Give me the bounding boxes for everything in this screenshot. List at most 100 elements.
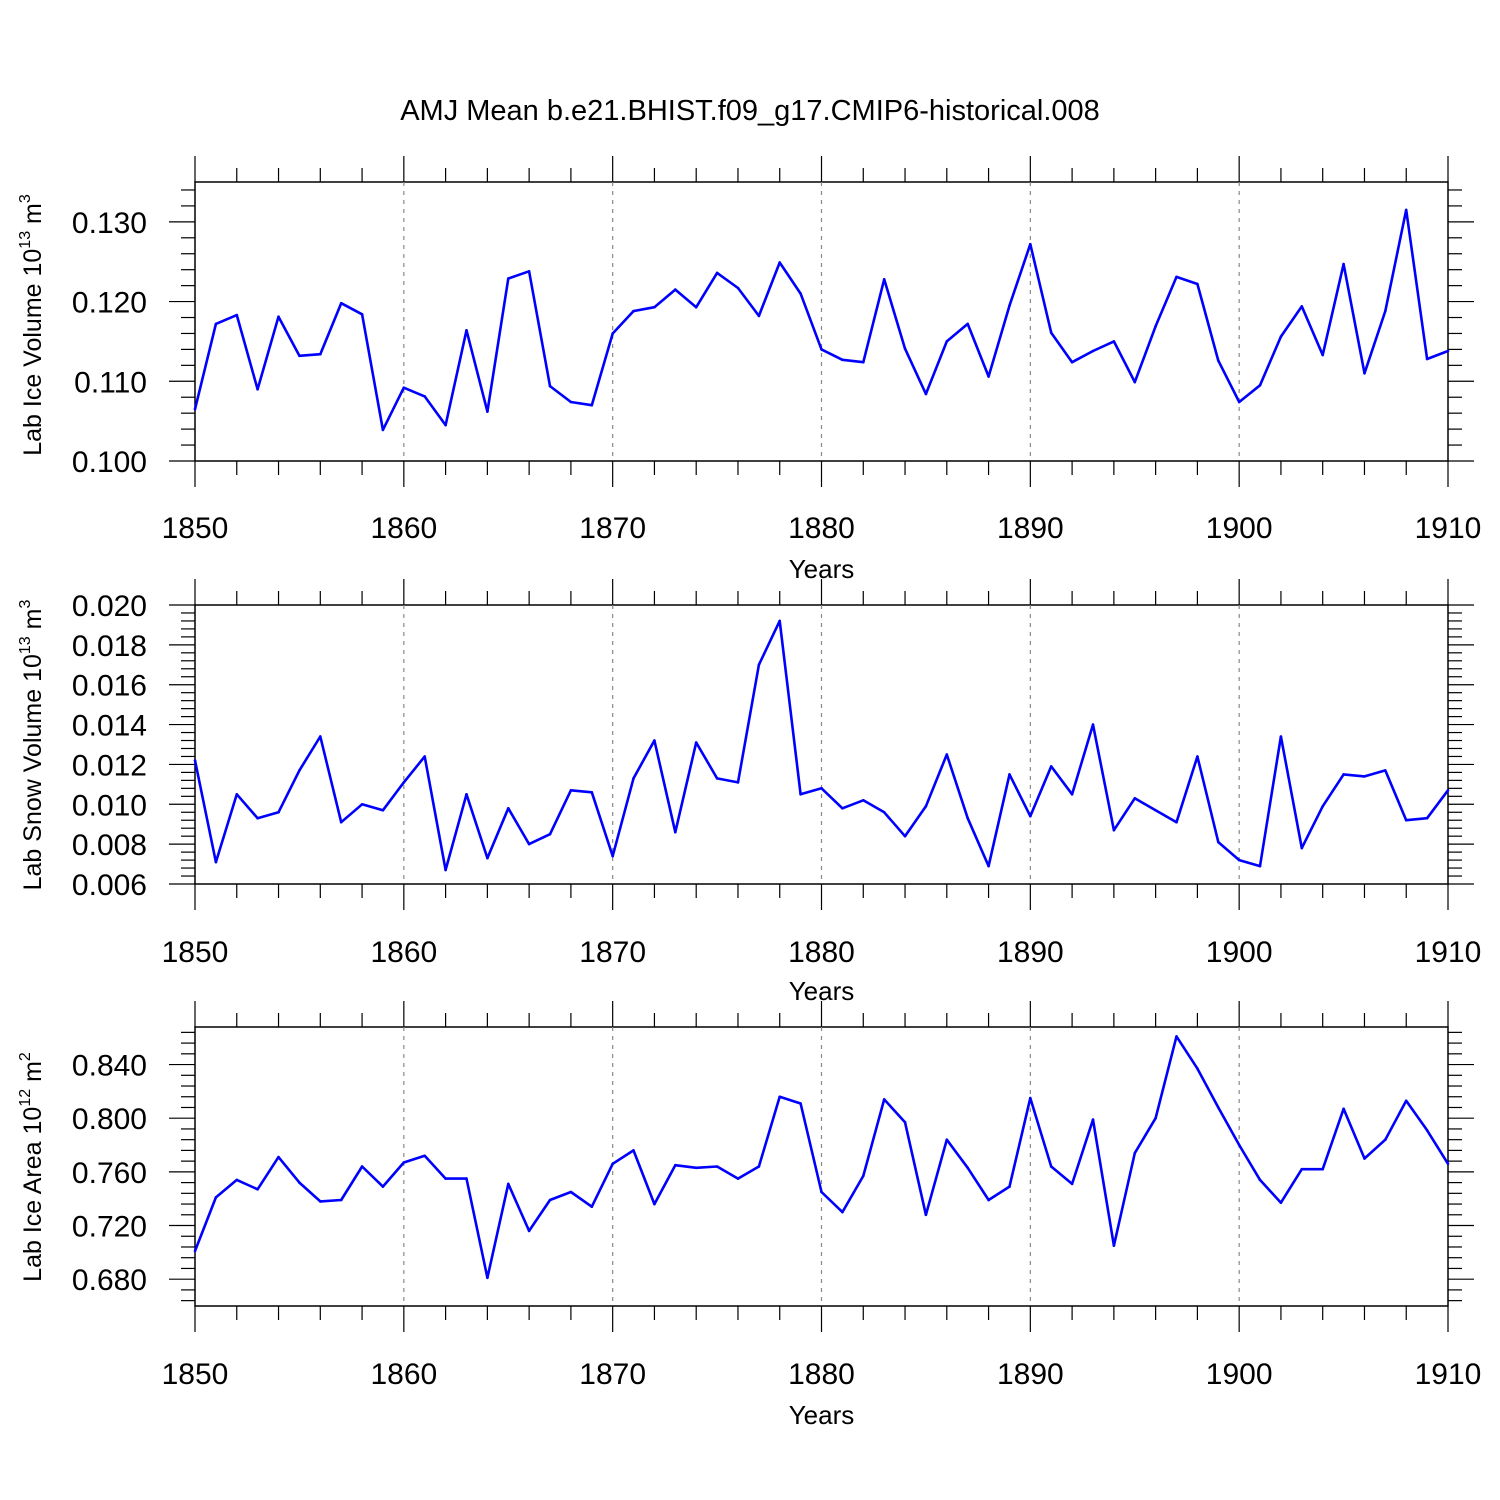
data-point [1321, 1167, 1324, 1171]
data-point [193, 759, 197, 762]
data-point [1342, 1107, 1345, 1111]
y-axis-label-text: Lab Ice Volume 10 [19, 249, 47, 456]
data-point [966, 322, 969, 326]
data-point [653, 1202, 656, 1206]
x-tick-label: 1900 [1206, 1358, 1273, 1391]
x-tick-label: 1890 [997, 1358, 1064, 1391]
data-point [694, 741, 698, 744]
data-point [1363, 372, 1366, 375]
data-point [298, 354, 301, 358]
data-point [423, 1154, 427, 1158]
data-point [214, 322, 218, 326]
data-point [987, 375, 990, 378]
data-point [590, 791, 594, 794]
data-point [1070, 793, 1074, 796]
data-point [319, 352, 322, 356]
data-point [1237, 1143, 1241, 1147]
data-point [1049, 765, 1053, 768]
data-point [277, 811, 280, 814]
y-axis-label-unit-exponent: 3 [17, 194, 34, 203]
data-point [945, 753, 949, 756]
y-tick-label: 0.014 [72, 710, 147, 743]
x-tick-label: 1860 [370, 512, 437, 545]
data-point [1154, 325, 1157, 328]
data-point [423, 755, 427, 758]
data-point [799, 1102, 802, 1105]
data-point [820, 1190, 823, 1194]
data-point [381, 1185, 385, 1188]
data-point [862, 1174, 865, 1178]
data-point [1091, 349, 1095, 353]
data-point [569, 1190, 573, 1194]
data-point [903, 834, 907, 838]
data-point [235, 793, 239, 796]
data-point [736, 1177, 740, 1180]
y-axis-label-unit: m [19, 1061, 47, 1089]
data-point [465, 1177, 468, 1180]
data-point [882, 278, 886, 281]
data-point [444, 1177, 447, 1180]
data-point [694, 1166, 698, 1170]
data-point [903, 347, 907, 350]
data-point [1049, 1165, 1053, 1168]
x-tick-label: 1870 [579, 512, 646, 545]
data-point [1091, 723, 1095, 726]
data-point [1133, 380, 1137, 384]
data-point [360, 1165, 364, 1168]
data-point [924, 1213, 928, 1217]
data-point [1154, 809, 1157, 812]
data-point [507, 807, 510, 810]
x-tick-label: 1850 [162, 936, 229, 969]
data-point [715, 1165, 719, 1168]
y-tick-label: 0.012 [72, 749, 147, 782]
x-tick-label: 1900 [1206, 936, 1273, 969]
data-point [256, 1188, 259, 1191]
data-point [1404, 1099, 1408, 1103]
data-point [193, 1249, 197, 1253]
data-point [444, 868, 447, 872]
data-point [1321, 353, 1324, 357]
data-point [1217, 840, 1220, 844]
data-point [945, 340, 949, 343]
data-point [507, 277, 510, 280]
data-point [1008, 773, 1011, 776]
data-point [882, 811, 886, 814]
x-tick-label: 1850 [162, 512, 229, 545]
data-point [1363, 775, 1366, 778]
data-point [632, 309, 635, 313]
data-point [611, 1162, 614, 1166]
data-point [256, 816, 259, 820]
y-axis-label-unit: m [19, 203, 47, 231]
y-tick-label: 0.010 [72, 789, 147, 822]
data-point [674, 830, 677, 834]
data-point [1258, 864, 1262, 868]
data-point [1258, 384, 1262, 387]
x-tick-label: 1870 [579, 1358, 646, 1391]
data-point [527, 270, 531, 273]
data-point [1112, 340, 1116, 343]
y-axis-label-exponent: 13 [17, 231, 34, 249]
y-tick-label: 0.100 [72, 446, 147, 479]
y-tick-label: 0.760 [72, 1157, 147, 1190]
data-point [1133, 1151, 1137, 1155]
data-point [841, 358, 844, 362]
y-tick-label: 0.110 [74, 366, 147, 399]
data-point [1237, 858, 1241, 862]
data-point [653, 305, 656, 309]
data-point [632, 1149, 635, 1152]
data-point [757, 1165, 761, 1168]
data-point [465, 329, 468, 332]
data-point [527, 842, 531, 846]
data-point [799, 793, 802, 796]
data-point [1070, 1182, 1074, 1186]
data-point [694, 305, 698, 309]
data-point [1384, 769, 1387, 772]
data-point [1425, 357, 1429, 361]
data-point [1217, 359, 1220, 362]
data-point [590, 1205, 594, 1208]
data-point [632, 777, 635, 780]
x-tick-label: 1890 [997, 936, 1064, 969]
data-point [1446, 1162, 1450, 1166]
data-point [1175, 1035, 1178, 1038]
y-axis-label-exponent: 12 [17, 1089, 34, 1107]
